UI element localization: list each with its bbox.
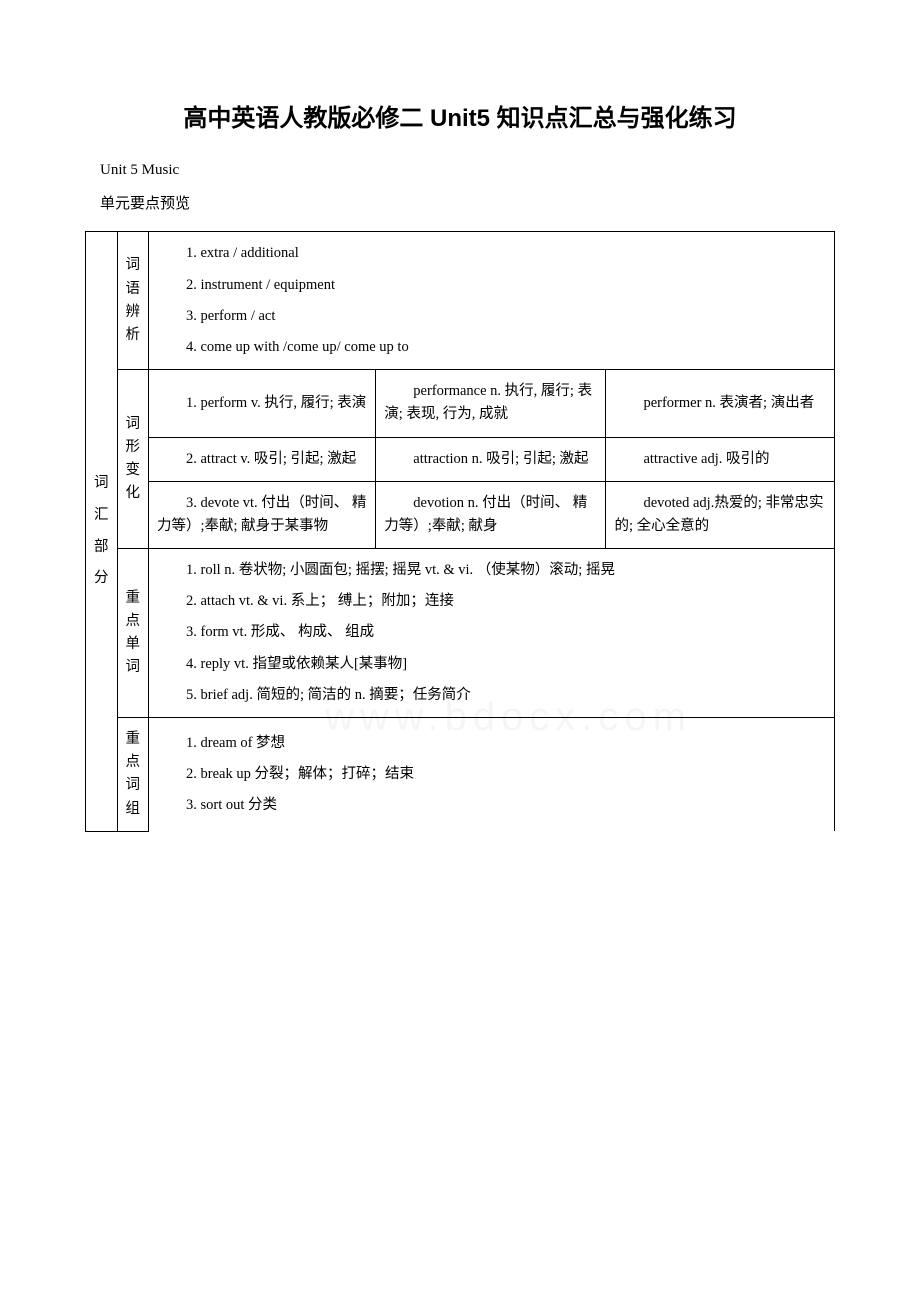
zddc-item: 1. roll n. 卷状物; 小圆面包; 摇摆; 摇晃 vt. & vi. （…	[157, 559, 826, 582]
cxbh-r3c3: devoted adj.热爱的; 非常忠实的; 全心全意的	[606, 481, 835, 548]
cxbh-r3c2: devotion n. 付出（时间、 精力等）;奉献; 献身	[376, 481, 606, 548]
zdcz-item: 1. dream of 梦想	[157, 732, 826, 755]
zddc-item: 2. attach vt. & vi. 系上； 缚上；附加；连接	[157, 590, 826, 613]
cxbh-r3c1: 3. devote vt. 付出（时间、 精力等）;奉献; 献身于某事物	[149, 481, 376, 548]
main-category-label: 词汇部分	[94, 468, 109, 596]
cybx-label-l1: 词语	[126, 254, 141, 300]
zdcz-content-cell: 1. dream of 梦想 2. break up 分裂；解体；打碎；结束 3…	[149, 718, 835, 832]
cxbh-r2c2: attraction n. 吸引; 引起; 激起	[376, 437, 606, 481]
cxbh-r2c3: attractive adj. 吸引的	[606, 437, 835, 481]
zddc-label-l1: 重点	[126, 587, 141, 633]
cybx-label-cell: 词语 辨析	[117, 232, 149, 370]
cybx-item: 3. perform / act	[157, 305, 826, 328]
cxbh-label-cell: 词形 变化	[117, 370, 149, 549]
cybx-item: 1. extra / additional	[157, 242, 826, 265]
cxbh-label-l1: 词形	[126, 413, 141, 459]
cybx-item: 2. instrument / equipment	[157, 274, 826, 297]
zdcz-label-cell: 重点 词组	[117, 718, 149, 832]
zddc-item: 4. reply vt. 指望或依赖某人[某事物]	[157, 653, 826, 676]
zddc-label-cell: 重点 单词	[117, 549, 149, 718]
cybx-content-cell: 1. extra / additional 2. instrument / eq…	[149, 232, 835, 370]
main-table: 词汇部分 词语 辨析 1. extra / additional 2. inst…	[85, 231, 835, 831]
zdcz-item: 2. break up 分裂；解体；打碎；结束	[157, 763, 826, 786]
cxbh-r1c3: performer n. 表演者; 演出者	[606, 370, 835, 437]
page-title: 高中英语人教版必修二 Unit5 知识点汇总与强化练习	[85, 100, 835, 138]
zdcz-item: 3. sort out 分类	[157, 794, 826, 817]
zdcz-label-l2: 词组	[126, 774, 141, 820]
preview-label: 单元要点预览	[85, 192, 835, 216]
cxbh-r1c1: 1. perform v. 执行, 履行; 表演	[149, 370, 376, 437]
cxbh-r1c2: performance n. 执行, 履行; 表演; 表现, 行为, 成就	[376, 370, 606, 437]
cxbh-r2c1: 2. attract v. 吸引; 引起; 激起	[149, 437, 376, 481]
zddc-item: 5. brief adj. 简短的; 简洁的 n. 摘要；任务简介	[157, 684, 826, 707]
zddc-item: 3. form vt. 形成、 构成、 组成	[157, 621, 826, 644]
cybx-item: 4. come up with /come up/ come up to	[157, 336, 826, 359]
cybx-label-l2: 辨析	[126, 301, 141, 347]
zdcz-label-l1: 重点	[126, 728, 141, 774]
subtitle: Unit 5 Music	[85, 158, 835, 182]
zddc-label-l2: 单词	[126, 633, 141, 679]
cxbh-label-l2: 变化	[126, 459, 141, 505]
zddc-content-cell: 1. roll n. 卷状物; 小圆面包; 摇摆; 摇晃 vt. & vi. （…	[149, 549, 835, 718]
main-category-cell: 词汇部分	[86, 232, 118, 831]
